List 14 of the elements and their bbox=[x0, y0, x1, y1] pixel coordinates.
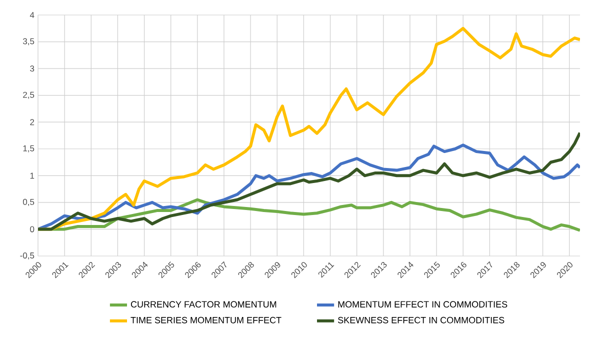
y-tick-label: 0,5 bbox=[22, 198, 34, 206]
legend-label: SKEWNESS EFFECT IN COMMODITIES bbox=[338, 316, 504, 324]
y-tick-label: 0 bbox=[30, 226, 34, 232]
y-tick-label: -0,5 bbox=[20, 252, 34, 260]
y-tick-label: 4 bbox=[30, 12, 34, 18]
legend-label: CURRENCY FACTOR MOMENTUM bbox=[130, 301, 276, 308]
y-tick-label: 3 bbox=[30, 66, 34, 72]
legend-label: TIME SERIES MOMENTUM EFFECT bbox=[130, 316, 282, 324]
y-tick-label: 3,5 bbox=[22, 38, 34, 46]
y-tick-label: 1 bbox=[30, 172, 34, 179]
y-tick-label: 2,5 bbox=[23, 92, 34, 99]
y-tick-label: 1,5 bbox=[23, 145, 34, 152]
y-tick-label: 2 bbox=[30, 119, 34, 126]
legend-label: MOMENTUM EFFECT IN COMMODITIES bbox=[338, 301, 508, 308]
